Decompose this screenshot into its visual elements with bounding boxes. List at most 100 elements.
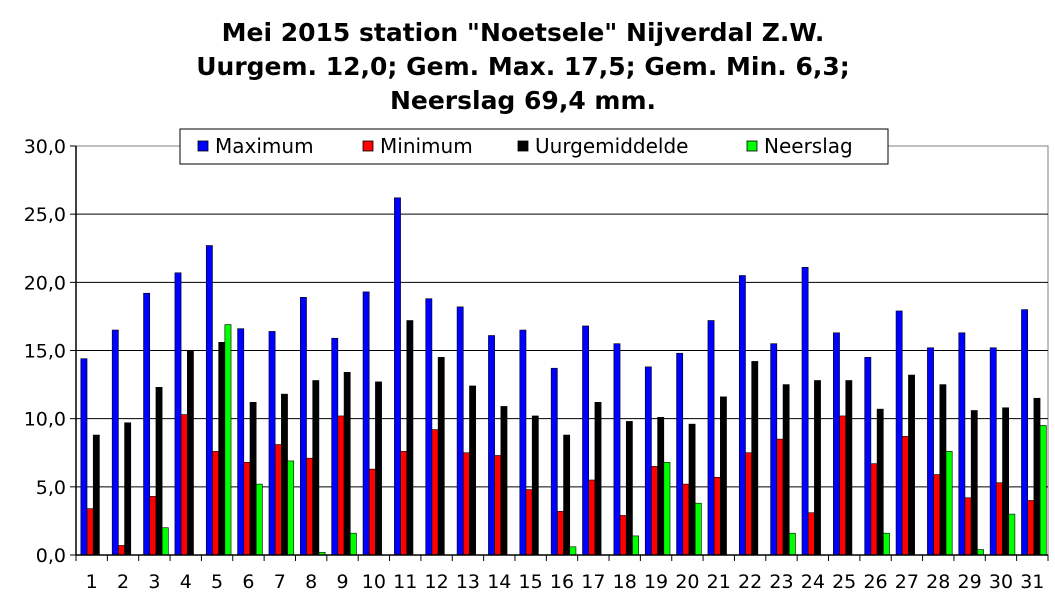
bar-neerslag-30 (1008, 513, 1016, 556)
bar-uurgemiddelde-26 (876, 408, 884, 556)
bar-maximum-8 (300, 297, 307, 556)
bar-uurgemiddelde-8 (312, 380, 320, 556)
bar-minimum-12 (431, 429, 439, 556)
bar-maximum-1 (80, 358, 88, 556)
x-tick-label: 7 (274, 571, 286, 593)
bar-uurgemiddelde-13 (469, 385, 476, 556)
legend-swatch-maximum (197, 140, 209, 152)
x-tick-label: 12 (424, 571, 448, 593)
bar-maximum-28 (927, 347, 934, 556)
x-tick-label: 5 (211, 571, 223, 593)
bar-neerslag-19 (663, 461, 671, 556)
bar-uurgemiddelde-7 (281, 393, 288, 556)
bar-minimum-15 (525, 489, 533, 556)
x-tick-label: 13 (456, 571, 480, 593)
chart-title-line-3: Neerslag 69,4 mm. (390, 86, 656, 115)
bar-minimum-20 (682, 483, 690, 556)
bar-neerslag-7 (287, 460, 295, 556)
x-tick-label: 17 (581, 571, 605, 593)
bar-maximum-13 (456, 306, 464, 556)
bar-maximum-4 (174, 272, 182, 556)
bar-uurgemiddelde-19 (657, 417, 665, 556)
bar-minimum-13 (462, 452, 470, 556)
bar-uurgemiddelde-2 (124, 422, 132, 556)
bar-maximum-25 (833, 332, 840, 556)
y-tick-label: 25,0 (24, 204, 66, 226)
y-tick-label: 5,0 (36, 477, 66, 499)
bar-uurgemiddelde-22 (751, 361, 759, 556)
x-tick-label: 6 (242, 571, 254, 593)
bar-neerslag-26 (882, 532, 890, 556)
bar-minimum-19 (651, 466, 658, 556)
y-axis-ticks: 0,0 5,0 10,0 15,0 20,0 25,0 30,0 (24, 136, 1048, 567)
bar-uurgemiddelde-28 (939, 384, 947, 556)
bars (80, 197, 1047, 556)
bar-maximum-20 (676, 352, 684, 556)
bar-minimum-14 (494, 455, 502, 556)
bar-minimum-25 (839, 415, 847, 556)
chart-title-line-2: Uurgem. 12,0; Gem. Max. 17,5; Gem. Min. … (196, 52, 850, 81)
x-tick-label: 18 (613, 571, 637, 593)
bar-maximum-23 (770, 343, 778, 556)
bar-minimum-26 (870, 463, 878, 556)
bar-neerslag-16 (569, 546, 577, 556)
bar-maximum-9 (331, 337, 339, 556)
bar-minimum-4 (180, 414, 188, 556)
bar-maximum-12 (425, 298, 433, 556)
bar-minimum-3 (149, 496, 157, 556)
x-tick-label: 31 (1020, 571, 1044, 593)
bar-uurgemiddelde-30 (1002, 407, 1010, 556)
bar-neerslag-23 (788, 532, 796, 556)
legend-swatch-uurgemiddelde (517, 140, 529, 152)
y-tick-label: 0,0 (36, 545, 66, 567)
legend-label-neerslag: Neerslag (764, 134, 853, 158)
x-tick-label: 8 (305, 571, 317, 593)
bar-uurgemiddelde-29 (970, 410, 978, 556)
bar-minimum-28 (933, 474, 941, 556)
x-tick-label: 29 (958, 571, 982, 593)
bar-minimum-1 (86, 508, 94, 556)
bar-neerslag-6 (255, 483, 263, 556)
bar-uurgemiddelde-20 (688, 423, 696, 556)
x-tick-label: 9 (336, 571, 348, 593)
x-axis-ticks: 1 2 3 4 5 6 7 8 9 10 11 12 13 14 15 16 17 18 19 20 21 22 23 24 2… (75, 555, 1049, 593)
bar-maximum-6 (237, 328, 245, 556)
chart-title: Mei 2015 station "Noetsele" Nijverdal Z.… (196, 18, 850, 115)
legend: Maximum Minimum Uurgemiddelde Neerslag (179, 128, 889, 165)
x-tick-label: 27 (895, 571, 919, 593)
bar-maximum-31 (1021, 309, 1028, 556)
bar-uurgemiddelde-27 (908, 374, 915, 556)
legend-box (179, 128, 889, 165)
bar-uurgemiddelde-18 (625, 421, 633, 556)
x-tick-label: 16 (550, 571, 574, 593)
bar-minimum-17 (588, 479, 596, 556)
bar-minimum-5 (212, 451, 219, 556)
bar-uurgemiddelde-12 (437, 357, 445, 556)
bar-uurgemiddelde-23 (782, 384, 790, 556)
x-tick-label: 23 (769, 571, 793, 593)
bar-minimum-30 (996, 482, 1003, 556)
bar-uurgemiddelde-6 (249, 402, 257, 556)
chart-title-line-1: Mei 2015 station "Noetsele" Nijverdal Z.… (222, 18, 825, 47)
bar-maximum-5 (205, 245, 213, 556)
x-tick-label: 28 (926, 571, 950, 593)
bar-minimum-31 (1027, 500, 1035, 556)
x-tick-label: 20 (675, 571, 699, 593)
bar-neerslag-29 (977, 549, 984, 556)
bar-minimum-2 (118, 545, 125, 556)
bar-uurgemiddelde-14 (500, 406, 508, 556)
bar-uurgemiddelde-15 (531, 415, 539, 556)
x-tick-label: 19 (644, 571, 668, 593)
bar-neerslag-9 (349, 532, 357, 556)
bar-maximum-21 (707, 320, 715, 556)
x-tick-label: 24 (801, 571, 825, 593)
legend-label-uurgemiddelde: Uurgemiddelde (535, 134, 688, 158)
legend-label-maximum: Maximum (215, 134, 314, 158)
x-tick-label: 21 (707, 571, 731, 593)
bar-maximum-14 (488, 335, 495, 556)
bar-uurgemiddelde-17 (594, 402, 602, 556)
bar-maximum-15 (519, 329, 527, 556)
bar-minimum-16 (557, 511, 564, 556)
y-tick-label: 20,0 (24, 272, 66, 294)
